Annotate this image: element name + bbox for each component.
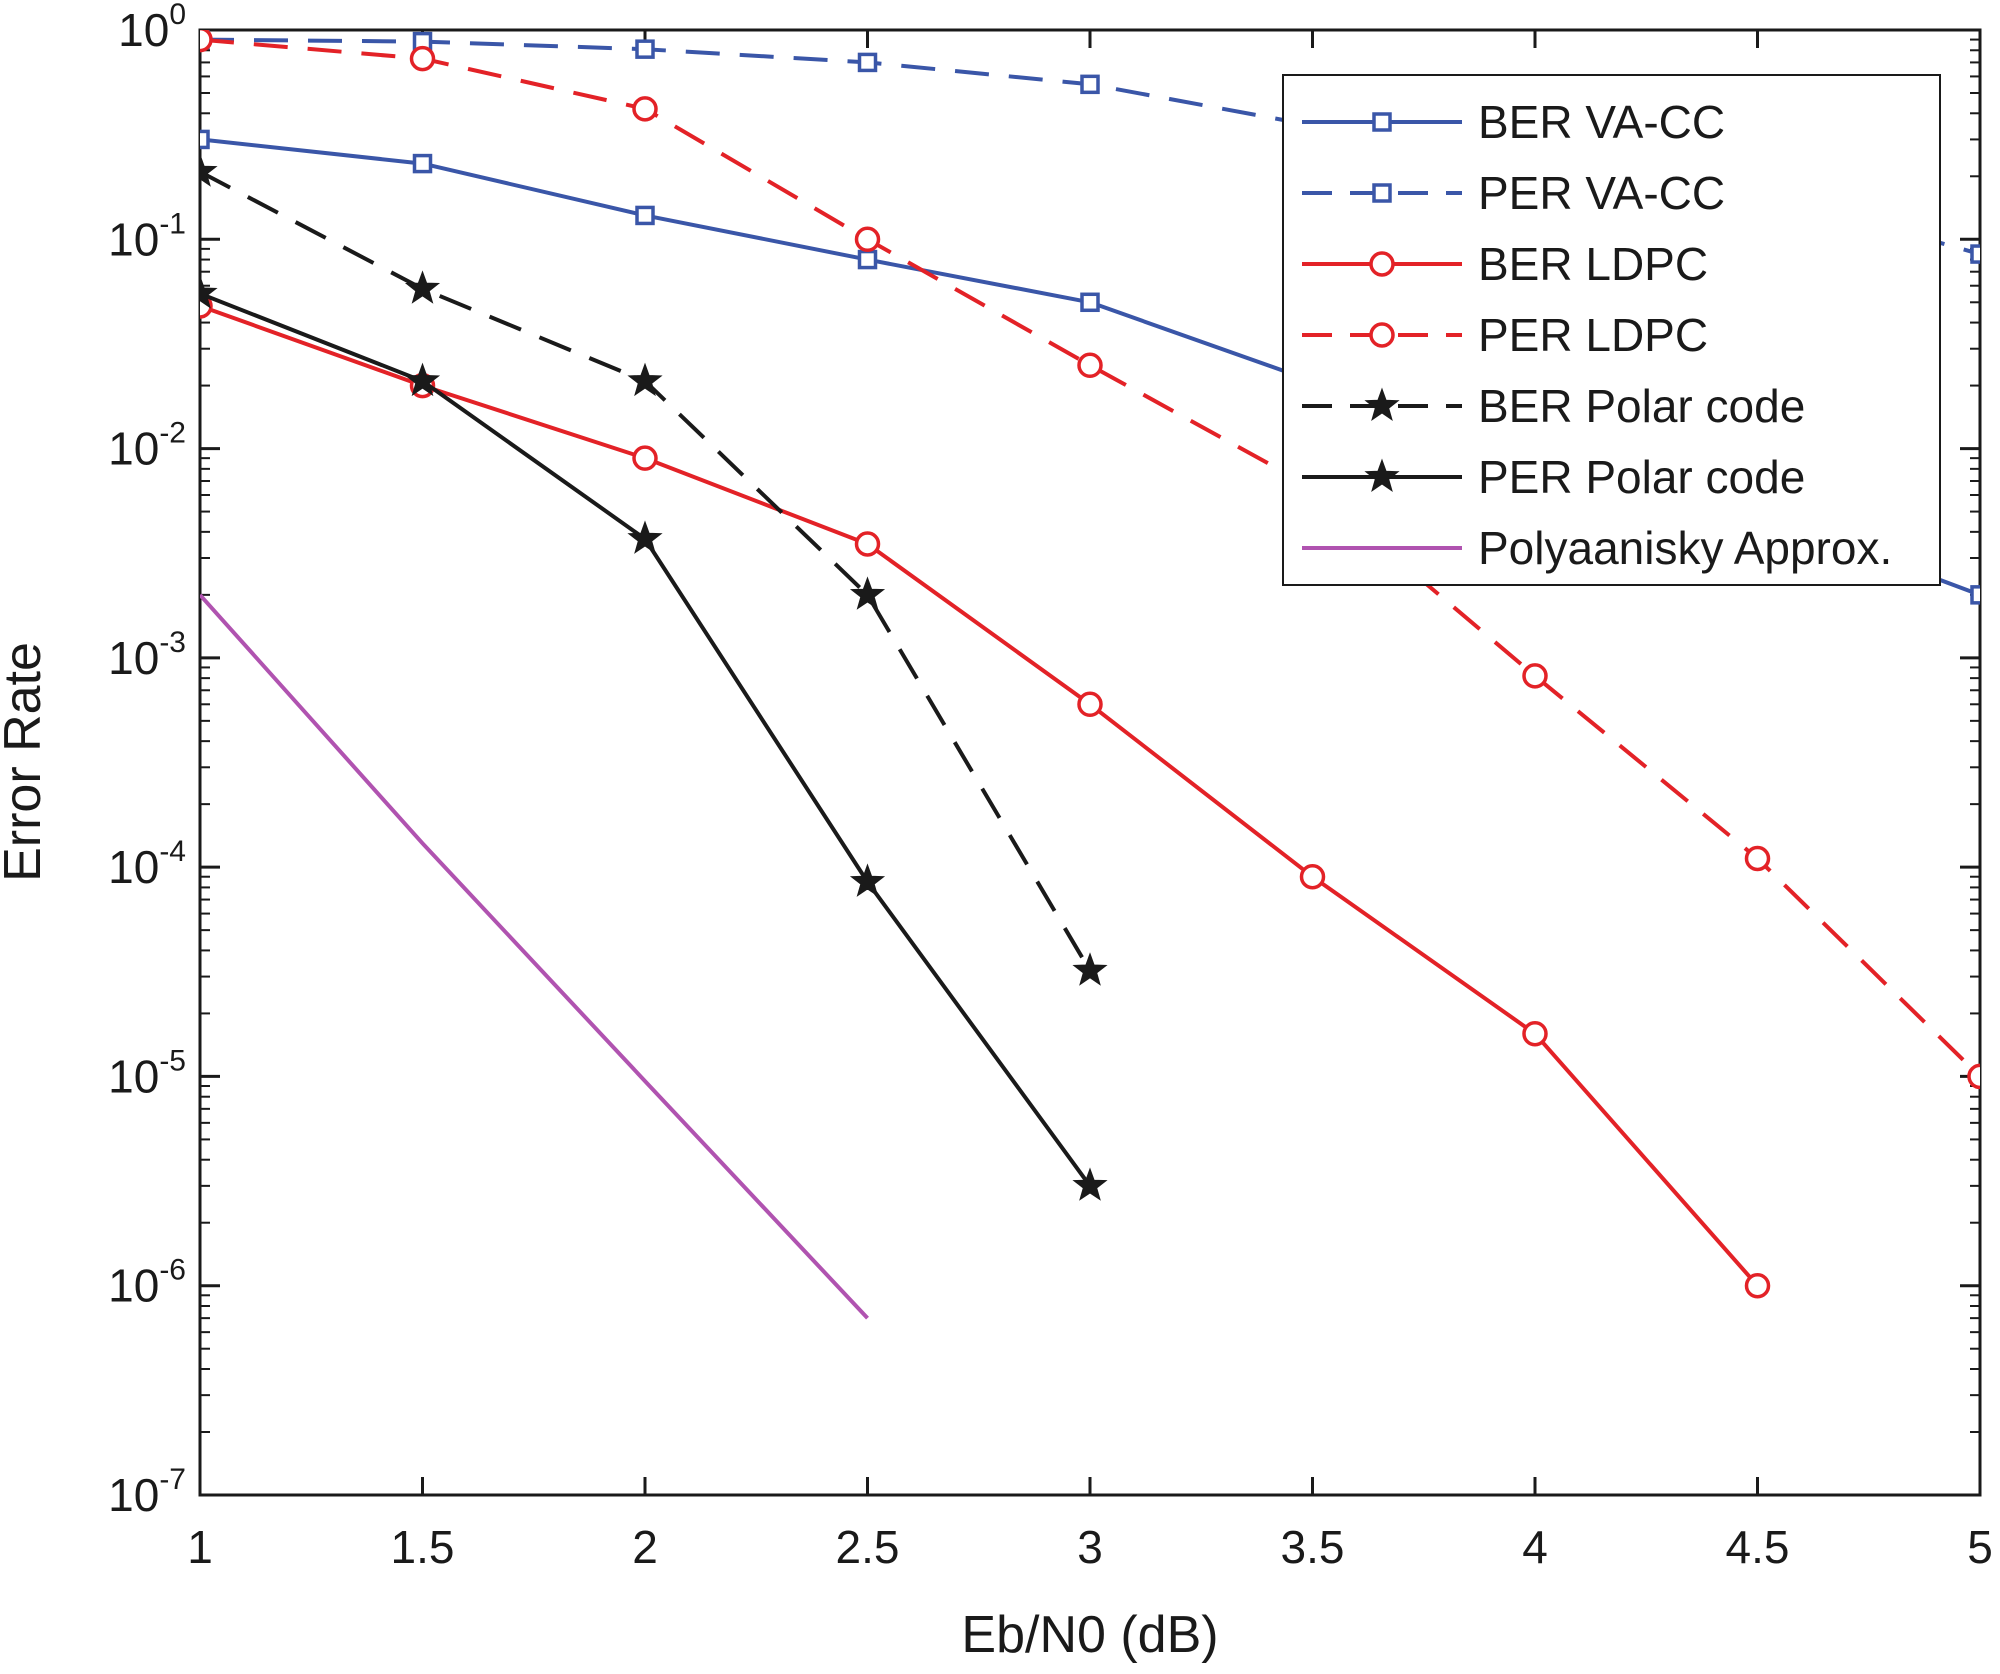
y-axis-title: Error Rate — [0, 642, 52, 882]
y-tick-base: 10 — [118, 4, 169, 56]
x-tick-label: 1.5 — [391, 1521, 455, 1573]
data-point — [404, 270, 441, 304]
x-tick-label: 1 — [187, 1521, 213, 1573]
legend-label: PER LDPC — [1478, 309, 1708, 361]
data-point — [1080, 74, 1100, 95]
data-point — [1522, 663, 1548, 689]
data-point — [849, 863, 886, 897]
y-tick-base: 10 — [108, 841, 159, 893]
y-tick-label: 10-2 — [108, 417, 186, 475]
y-tick-label: 10-5 — [108, 1044, 186, 1102]
y-tick-exponent: -1 — [159, 207, 186, 240]
legend-item: BER VA-CC — [1302, 96, 1725, 148]
data-point — [857, 52, 878, 73]
series-polyaanisky-approx- — [200, 593, 869, 1320]
data-point — [632, 96, 658, 122]
legend-item: BER LDPC — [1302, 238, 1708, 290]
y-tick-base: 10 — [108, 1260, 159, 1312]
data-point — [404, 362, 441, 397]
y-tick-label: 10-4 — [108, 835, 186, 893]
legend-label: Polyaanisky Approx. — [1478, 522, 1892, 574]
data-point — [1077, 352, 1103, 379]
y-tick-exponent: -5 — [159, 1044, 186, 1077]
legend-item: BER Polar code — [1302, 380, 1805, 432]
legend-item: PER LDPC — [1302, 309, 1708, 361]
data-point — [412, 153, 433, 174]
data-point — [1080, 292, 1100, 313]
data-point — [857, 249, 878, 270]
legend-marker — [1372, 183, 1392, 203]
x-tick-label: 3.5 — [1281, 1521, 1345, 1573]
data-point — [1970, 585, 1980, 605]
x-tick-label: 5 — [1967, 1521, 1993, 1573]
legend-label: BER LDPC — [1478, 238, 1708, 290]
legend-item: PER VA-CC — [1302, 167, 1725, 219]
x-tick-label: 2 — [632, 1521, 658, 1573]
series-line — [200, 304, 1759, 1288]
y-tick-base: 10 — [108, 1469, 159, 1521]
legend-label: BER VA-CC — [1478, 96, 1725, 148]
data-point — [635, 39, 655, 59]
series-per-polar-code — [200, 275, 1108, 1201]
data-point — [635, 205, 655, 226]
x-axis-title: Eb/N0 (dB) — [961, 1606, 1218, 1664]
data-point — [1072, 952, 1108, 986]
y-tick-base: 10 — [108, 423, 159, 475]
series-ber-polar-code — [200, 153, 1108, 986]
legend: BER VA-CC PER VA-CC BER LDPC PER LDPC BER Po… — [1282, 74, 1941, 586]
y-tick-label: 10-6 — [108, 1254, 186, 1312]
y-tick-exponent: -6 — [159, 1254, 186, 1287]
series-ber-ldpc — [200, 293, 1771, 1299]
data-point — [1072, 1167, 1108, 1201]
y-tick-exponent: -4 — [159, 835, 186, 868]
x-tick-label: 3 — [1077, 1521, 1103, 1573]
data-point — [627, 362, 663, 397]
data-point — [632, 445, 658, 471]
legend-label: PER Polar code — [1478, 451, 1805, 503]
legend-marker — [1372, 112, 1392, 132]
x-tick-label: 4.5 — [1726, 1521, 1790, 1573]
data-point — [200, 30, 213, 53]
data-point — [200, 153, 218, 187]
series-line — [200, 37, 1980, 1078]
legend-marker — [1364, 458, 1400, 492]
data-point — [1299, 863, 1326, 890]
x-axis: 1 1.5 2 2.5 3 3.5 4 4.5 5 — [187, 30, 1993, 1573]
series-line — [200, 593, 869, 1320]
data-point — [1970, 244, 1980, 264]
y-tick-label: 10-7 — [108, 1463, 186, 1521]
data-point — [854, 531, 881, 557]
legend-marker — [1369, 322, 1395, 348]
y-tick-label: 10-3 — [108, 626, 186, 684]
data-point — [1744, 845, 1771, 872]
y-tick-base: 10 — [108, 213, 159, 265]
data-point — [200, 275, 218, 309]
y-tick-exponent: -7 — [159, 1463, 186, 1496]
y-tick-exponent: -3 — [159, 626, 186, 659]
legend-item: Polyaanisky Approx. — [1302, 522, 1892, 574]
data-point — [627, 520, 663, 554]
y-tick-label: 10-1 — [108, 207, 186, 265]
x-tick-label: 4 — [1522, 1521, 1548, 1573]
data-point — [854, 226, 881, 253]
x-tick-label: 2.5 — [836, 1521, 900, 1573]
data-point — [1744, 1272, 1771, 1299]
legend-label: BER Polar code — [1478, 380, 1805, 432]
data-point — [1077, 691, 1103, 718]
y-tick-label: 100 — [118, 0, 186, 56]
data-point — [1522, 1020, 1548, 1047]
data-point — [1967, 1063, 1980, 1090]
y-tick-exponent: 0 — [169, 0, 186, 31]
data-point — [849, 576, 886, 610]
legend-label: PER VA-CC — [1478, 167, 1725, 219]
data-point — [200, 129, 210, 150]
data-point — [409, 45, 436, 72]
y-tick-exponent: -2 — [159, 417, 186, 450]
legend-item: PER Polar code — [1302, 451, 1805, 503]
legend-marker — [1364, 387, 1400, 421]
y-tick-base: 10 — [108, 632, 159, 684]
legend-marker — [1369, 251, 1395, 277]
y-tick-base: 10 — [108, 1050, 159, 1102]
